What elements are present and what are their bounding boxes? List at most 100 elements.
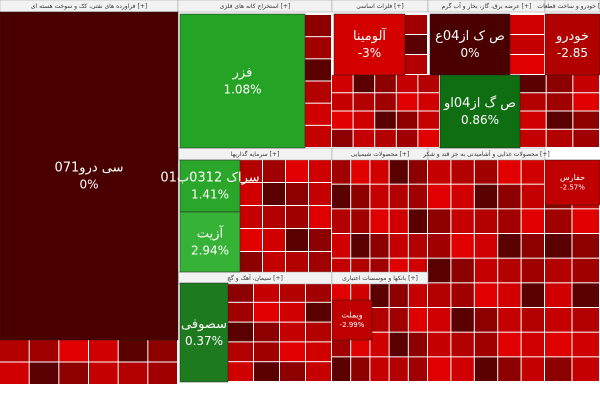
tile [521,308,544,332]
tile [521,332,544,357]
tile [572,283,599,307]
tile [389,234,408,258]
tile [370,234,389,258]
tile-label: ص گ از04او [443,94,516,111]
tile-group: سی درو071 0% [0,11,179,341]
tile [418,75,439,93]
tile [451,184,474,209]
tile [370,184,389,209]
sector-label: خودرو و ساخت قطعات [+] [537,3,600,10]
sector-label: بانکها و موسسات اعتباری [+] [342,275,418,282]
tile [405,35,427,54]
tile [179,159,241,213]
tile-group: آلومینا -3% [333,13,406,76]
tile [351,209,370,233]
tile [305,37,331,59]
tile [118,340,148,362]
tile [333,13,406,76]
tile [572,308,599,332]
tile [263,229,285,251]
tile [408,332,427,357]
tile [521,184,544,209]
tile [521,209,544,233]
tile [286,160,308,182]
tile [370,209,389,233]
tile [408,357,427,381]
tile [573,111,599,129]
tile [408,160,427,184]
tile [521,160,544,184]
tile [332,357,351,381]
tile [474,209,498,233]
tile [351,234,370,258]
tile [228,342,253,362]
tile [254,362,279,381]
tile [118,362,148,384]
tile [331,299,373,341]
tile [428,184,451,209]
tile [396,75,418,93]
tile-label: حفارس [560,173,585,182]
tile [59,340,88,362]
tile [389,357,408,381]
tile [351,184,370,209]
tile-label: ص ک از04ع [435,29,505,44]
sector-label: فراورده های نفتی، کک و سوخت هسته ای [+] [31,3,147,10]
tile [309,160,331,182]
tile-label: سی درو071 [54,161,123,176]
tile-value: 0% [79,178,98,192]
tile-group: سراک 0312ب01 1.41% [160,159,260,213]
tile [263,183,285,205]
sector-label: سرمایه گذاریها [+] [231,150,280,158]
tile [309,183,331,205]
tile [353,111,375,129]
tile-value: 0.37% [185,334,223,348]
tile [521,357,544,381]
tile [545,283,572,307]
tile [428,258,451,283]
tile [375,75,396,93]
tile [389,209,408,233]
sector-label: عرضه برق، گاز، بخار و آب گرم [+] [442,1,532,10]
tile [29,362,59,384]
tile [405,55,427,74]
tile [451,283,474,307]
tile [498,332,521,357]
tile [521,258,544,283]
tile-value: -3% [358,46,381,60]
tile [521,283,544,307]
tile-group: ص گ از04او 0.86% [439,74,521,149]
tile [474,160,498,184]
tile [306,322,331,342]
tile [280,322,305,342]
tile [451,234,474,258]
tile [544,13,600,76]
tile-value: 0% [460,46,479,60]
tile [370,332,389,357]
tile [240,160,262,182]
tile [306,362,331,381]
tile [332,209,351,233]
tile-value: 1.41% [191,188,229,202]
tile [306,342,331,362]
tile [254,283,279,302]
tile [389,283,408,307]
tile [305,15,331,37]
tile [353,93,375,111]
tile-label: سصوفی [181,317,227,332]
tile [451,209,474,233]
tile [286,206,308,228]
tile [520,75,546,93]
tile [498,283,521,307]
tile [573,93,599,111]
tile [306,283,331,302]
tile [510,35,544,54]
tile [240,206,262,228]
tile [408,308,427,332]
tile [389,308,408,332]
tile [89,362,118,384]
tile [370,283,389,307]
tile [418,93,439,111]
tile-label: ویملت [341,311,362,320]
tile [451,357,474,381]
